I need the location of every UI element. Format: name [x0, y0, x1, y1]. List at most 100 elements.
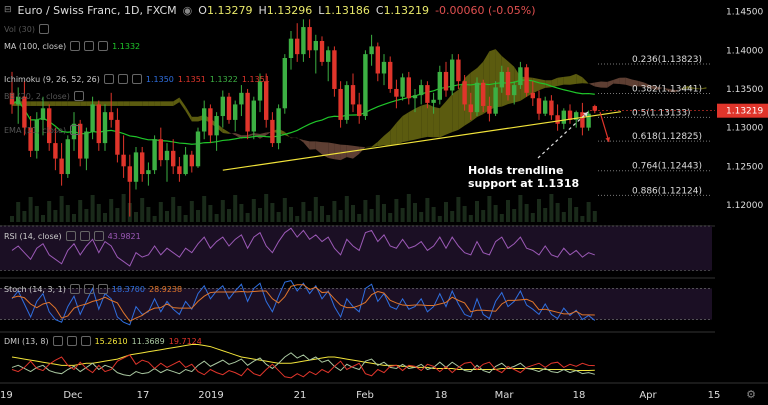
settings-icon[interactable] — [52, 336, 63, 346]
volume-bar — [158, 202, 163, 222]
cloud-segment — [167, 101, 174, 106]
cloud-segment — [328, 142, 335, 160]
volume-bar — [72, 214, 76, 222]
trendline-note: Holds trendline support at 1.1318 — [468, 164, 579, 190]
hide-icon[interactable] — [83, 284, 94, 294]
dmi-legend[interactable]: DMI (13, 8) 15.2610 11.3689 19.7124 — [4, 336, 202, 346]
settings-icon[interactable] — [70, 41, 81, 51]
volume-bar — [332, 201, 337, 222]
volume-bar — [468, 215, 473, 222]
ichimoku-legend[interactable]: Ichimoku (9, 26, 52, 26) 1.1350 1.1351 1… — [4, 74, 270, 84]
ichimoku-value: 1.1322 — [209, 74, 238, 84]
high-label: H — [258, 3, 267, 17]
last-price-tag — [717, 103, 768, 118]
candle-body — [344, 85, 349, 120]
bb-legend[interactable]: BB (20, 2, close) — [4, 91, 84, 101]
indicator-line — [11, 352, 595, 377]
candle-body — [363, 54, 368, 117]
collapse-icon[interactable]: ⊟ — [4, 5, 12, 15]
candle-body — [350, 85, 356, 105]
ichimoku-label: Ichimoku (9, 26, 52, 26) — [4, 74, 100, 84]
vol-legend[interactable]: Vol (30) — [4, 24, 49, 34]
support-trendline — [222, 111, 622, 171]
indicator-line — [11, 354, 595, 379]
cloud-segment — [619, 77, 626, 85]
rsi-legend[interactable]: RSI (14, close) 43.9821 — [4, 231, 141, 241]
rsi-value: 43.9821 — [107, 231, 141, 241]
close-icon[interactable] — [93, 231, 104, 241]
candle-body — [369, 46, 374, 55]
gear-icon[interactable]: ⚙ — [746, 388, 756, 401]
candle-body — [319, 40, 325, 62]
note-line: support at 1.1318 — [468, 177, 580, 190]
volume-bar — [518, 195, 523, 222]
candle-body — [78, 123, 83, 159]
indicator-panels: 50.000000.0000050.0000020.0000040.00000 — [0, 225, 768, 379]
candle-body — [264, 81, 269, 120]
cloud-segment — [49, 101, 56, 106]
settings-icon[interactable] — [70, 125, 81, 135]
hide-icon[interactable] — [79, 231, 90, 241]
cloud-segment — [582, 77, 589, 84]
volume-bar — [165, 211, 169, 222]
cloud-segment — [557, 76, 564, 86]
volume-bar — [134, 212, 138, 222]
ma-legend[interactable]: MA (100, close) 1.1332 — [4, 41, 140, 51]
cloud-segment — [30, 101, 37, 106]
candle-body — [419, 85, 424, 96]
ema-legend[interactable]: EMA (21, close) — [4, 125, 81, 135]
close-icon[interactable] — [98, 41, 109, 51]
candle-body — [65, 139, 70, 175]
cloud-segment — [563, 76, 570, 85]
close-icon[interactable] — [97, 284, 108, 294]
candle-body — [313, 40, 318, 51]
close-icon[interactable] — [131, 74, 142, 84]
volume-bar — [276, 212, 281, 222]
settings-icon[interactable] — [38, 24, 49, 34]
volume-bar — [183, 215, 188, 222]
candle-body — [549, 100, 554, 116]
candle-body — [257, 81, 263, 101]
stoch-legend[interactable]: Stoch (14, 3, 1) 18.3700 28.9238 — [4, 284, 182, 294]
symbol-title[interactable]: Euro / Swiss Franc, 1D, FXCM — [17, 3, 177, 17]
cloud-segment — [291, 137, 298, 139]
candle-body — [214, 116, 219, 136]
ichimoku-value: 1.1350 — [145, 74, 174, 84]
volume-bar — [444, 202, 448, 222]
candle-body — [220, 96, 225, 117]
candle-body — [28, 127, 33, 151]
cloud-segment — [377, 135, 384, 147]
hide-icon[interactable] — [66, 336, 77, 346]
price-axis: 1.12000 1.12500 1.13000 1.13500 1.14000 1.145… — [590, 0, 768, 405]
candle-body — [288, 38, 294, 59]
candle-body — [226, 96, 232, 120]
volume-bar — [431, 207, 436, 222]
volume-bar — [338, 210, 343, 222]
cloud-segment — [613, 77, 620, 85]
high-value: 1.13296 — [266, 3, 313, 17]
close-icon[interactable] — [80, 336, 91, 346]
hide-icon[interactable] — [117, 74, 128, 84]
visibility-icon[interactable]: ◉ — [182, 3, 193, 17]
candle-body — [202, 108, 207, 132]
settings-icon[interactable] — [69, 284, 80, 294]
candle-body — [468, 104, 473, 113]
cloud-segment — [235, 133, 242, 139]
candle-body — [561, 110, 566, 124]
open-value: 1.13279 — [206, 3, 253, 17]
volume-bar — [282, 198, 287, 222]
settings-icon[interactable] — [73, 91, 84, 101]
cloud-segment — [570, 73, 577, 85]
settings-icon[interactable] — [65, 231, 76, 241]
cloud-segment — [532, 77, 539, 94]
trendline — [222, 111, 622, 171]
volume-bar — [53, 210, 58, 222]
volume-bar — [499, 214, 504, 222]
settings-icon[interactable] — [103, 74, 114, 84]
candle-body — [9, 92, 15, 105]
candle-body — [208, 108, 213, 136]
volume-bar — [580, 216, 585, 222]
candle-body — [53, 143, 58, 159]
volume-bar — [574, 207, 579, 222]
hide-icon[interactable] — [84, 41, 95, 51]
